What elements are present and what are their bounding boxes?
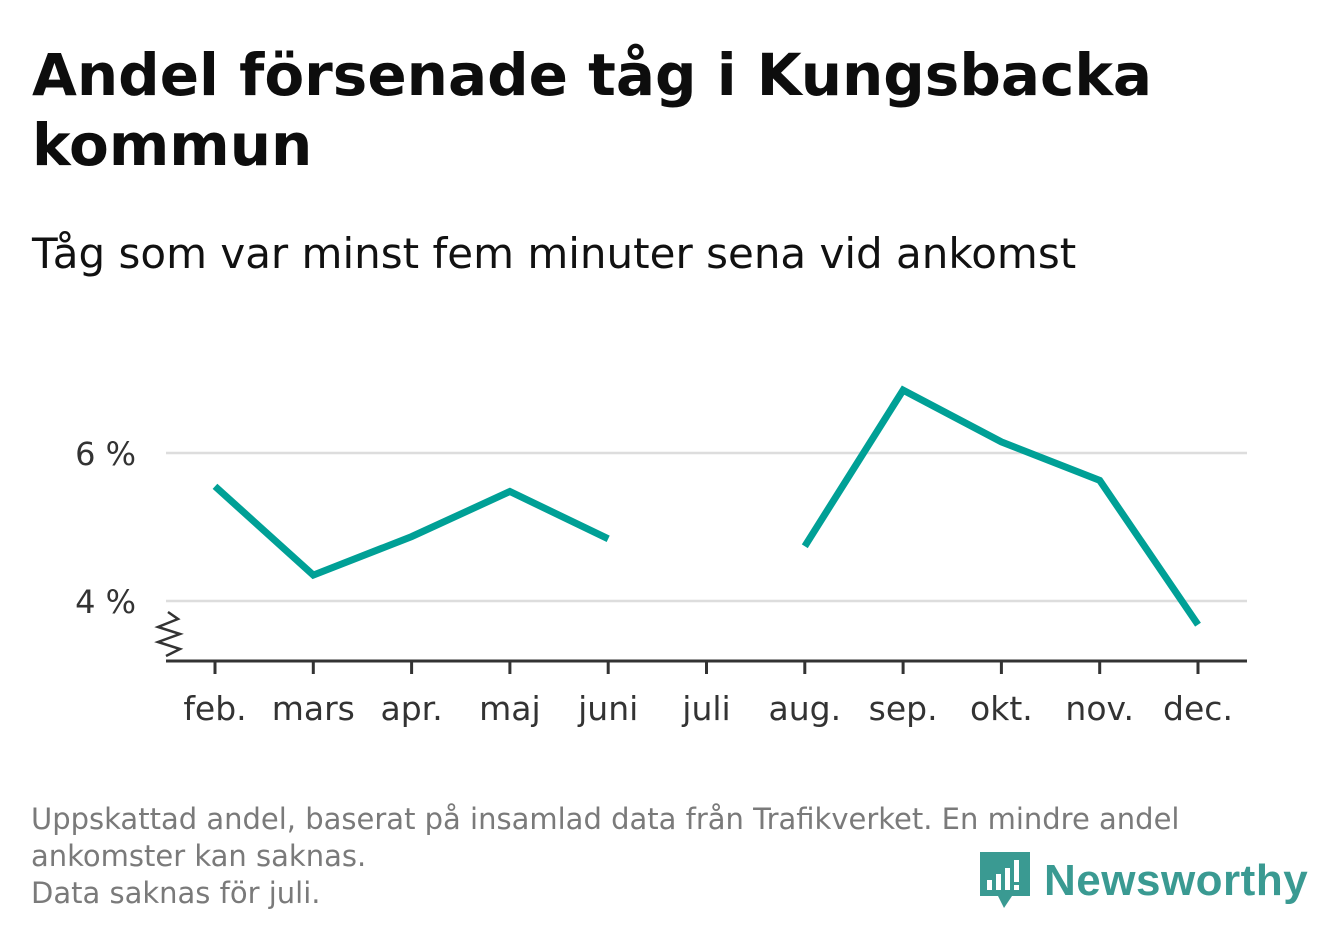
footnote: Uppskattad andel, baserat på insamlad da…: [31, 801, 1281, 912]
x-tick-label: feb.: [183, 689, 246, 728]
footnote-line: ankomster kan saknas.: [31, 839, 367, 873]
x-axis-ticks: feb. mars apr. maj juni juli aug. sep. okt. nov. d…: [183, 661, 1233, 728]
data-series: [212, 385, 1201, 627]
series-line: [801, 385, 1201, 627]
x-axis: [154, 610, 1247, 663]
newsworthy-logo: Newsworthy: [980, 850, 1308, 912]
series-line: [212, 483, 610, 580]
x-tick-label: maj: [479, 689, 541, 728]
bar-chart-logo-icon: [980, 852, 1030, 908]
chart-subtitle: Tåg som var minst fem minuter sena vid a…: [32, 229, 1077, 278]
gridlines: [166, 451, 1247, 603]
x-tick-label: okt.: [970, 689, 1033, 728]
chart-title: Andel försenade tåg i Kungsbacka kommun: [32, 41, 1153, 179]
x-tick-label: nov.: [1065, 689, 1134, 728]
x-tick-label: dec.: [1163, 689, 1233, 728]
axis-break-icon: [154, 610, 184, 658]
x-tick-label: apr.: [380, 689, 442, 728]
x-tick-label: juni: [577, 689, 638, 728]
logo-text: Newsworthy: [1044, 856, 1309, 905]
y-tick-label: 4 %: [75, 583, 136, 621]
x-tick-label: sep.: [869, 689, 938, 728]
line-chart: 4 % 6 % feb. mars apr. maj juni juli aug. sep. ok…: [75, 385, 1247, 728]
x-tick-label: juli: [681, 689, 730, 728]
y-axis-ticks: 4 % 6 %: [75, 435, 136, 621]
footnote-line: Data saknas för juli.: [31, 876, 321, 910]
y-tick-label: 6 %: [75, 435, 136, 473]
x-tick-label: mars: [272, 689, 355, 728]
footnote-line: Uppskattad andel, baserat på insamlad da…: [31, 802, 1180, 836]
x-tick-label: aug.: [769, 689, 842, 728]
